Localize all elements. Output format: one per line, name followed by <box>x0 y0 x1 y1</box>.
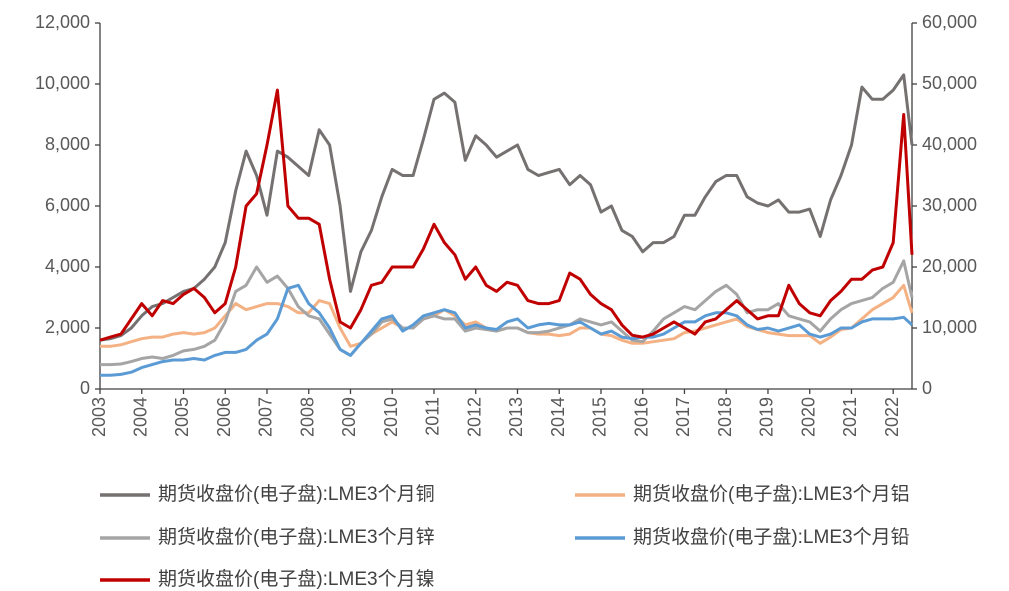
y-tick-label: 8,000 <box>45 134 90 154</box>
legend-label: 期货收盘价(电子盘):LME3个月镍 <box>158 568 435 590</box>
series-line <box>99 88 914 342</box>
series-line <box>100 283 914 377</box>
x-tick-label: 2003 <box>89 397 109 437</box>
legend-label: 期货收盘价(电子盘):LME3个月铝 <box>633 483 910 505</box>
legend-label: 期货收盘价(电子盘):LME3个月锌 <box>158 526 435 548</box>
x-tick-label: 2018 <box>715 397 735 437</box>
x-tick-label: 2007 <box>256 397 276 437</box>
x-tick-label: 2020 <box>798 397 818 437</box>
y2-tick-label: 0 <box>922 378 932 398</box>
series-line <box>99 73 914 342</box>
x-tick-label: 2013 <box>506 397 526 437</box>
y2-tick-label: 50,000 <box>922 73 977 93</box>
y2-tick-label: 20,000 <box>922 256 977 276</box>
x-tick-label: 2022 <box>882 397 902 437</box>
legend-label: 期货收盘价(电子盘):LME3个月铜 <box>158 483 435 505</box>
x-tick-label: 2017 <box>673 397 693 437</box>
x-tick-label: 2014 <box>548 397 568 437</box>
x-tick-label: 2010 <box>381 397 401 437</box>
y2-tick-label: 40,000 <box>922 134 977 154</box>
x-tick-label: 2009 <box>339 397 359 437</box>
y-tick-label: 0 <box>80 378 90 398</box>
y2-tick-label: 10,000 <box>922 317 977 337</box>
x-tick-label: 2005 <box>172 397 192 437</box>
x-tick-label: 2012 <box>464 397 484 437</box>
x-tick-label: 2011 <box>423 397 443 436</box>
x-tick-label: 2004 <box>130 397 150 437</box>
x-tick-label: 2006 <box>214 397 234 437</box>
x-tick-label: 2019 <box>757 397 777 437</box>
y-tick-label: 12,000 <box>35 12 90 32</box>
y2-tick-label: 30,000 <box>922 195 977 215</box>
y-tick-label: 4,000 <box>45 256 90 276</box>
legend-label: 期货收盘价(电子盘):LME3个月铅 <box>633 526 910 548</box>
series-line <box>100 259 914 367</box>
y-tick-label: 10,000 <box>35 73 90 93</box>
x-tick-label: 2016 <box>631 397 651 437</box>
y2-tick-label: 60,000 <box>922 12 977 32</box>
y-tick-label: 2,000 <box>45 317 90 337</box>
x-tick-label: 2008 <box>297 397 317 437</box>
x-tick-label: 2015 <box>590 397 610 437</box>
y-tick-label: 6,000 <box>45 195 90 215</box>
x-tick-label: 2021 <box>840 397 860 437</box>
